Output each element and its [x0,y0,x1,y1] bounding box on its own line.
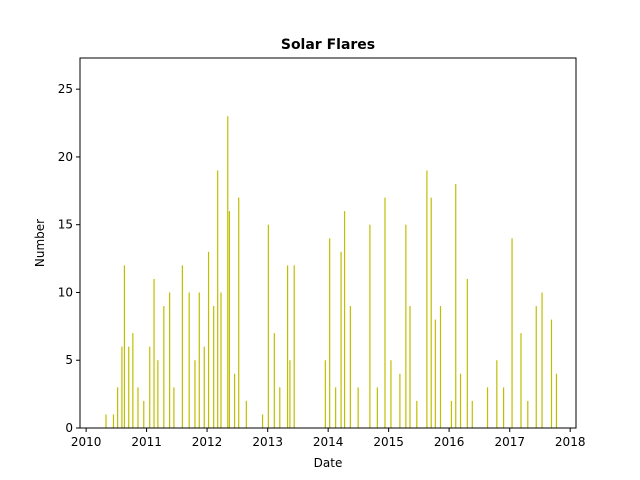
bar [121,346,123,428]
y-tick-label: 5 [65,353,73,367]
bar [340,251,342,428]
x-tick-label: 2013 [252,435,283,449]
bar [466,278,468,428]
bar [137,387,139,428]
y-axis-label: Number [33,219,47,267]
bar [181,265,183,428]
bar [511,238,513,428]
bar [324,360,326,428]
bar [459,373,462,428]
chart-title: Solar Flares [281,37,375,53]
bar [273,333,275,428]
y-tick-label: 20 [58,150,73,164]
y-tick-label: 0 [65,421,73,435]
bar [335,387,337,428]
bar [188,292,190,428]
y-tick-label: 10 [58,285,73,299]
bar [279,387,281,428]
bar [245,400,247,428]
bar [450,400,453,428]
bar [390,360,392,428]
bar [550,319,553,428]
bar [149,346,151,428]
x-tick-label: 2014 [313,435,344,449]
bar [555,373,558,428]
bar [132,333,134,428]
x-tick-label: 2010 [71,435,102,449]
bar [503,387,505,428]
x-tick-label: 2015 [373,435,404,449]
x-tick-label: 2011 [131,435,162,449]
bar [369,224,371,428]
bar [143,400,145,428]
bar [541,292,543,428]
bar [228,211,231,428]
bar [169,292,171,428]
bar [527,400,529,428]
bar [163,306,165,428]
y-axis-ticks: 0 5 10 15 20 25 [58,82,80,435]
x-tick-label: 2016 [434,435,465,449]
bar [233,373,236,428]
bar [286,265,289,428]
bar [207,251,210,428]
bar [357,387,359,428]
bar [217,170,219,429]
bar [293,265,295,428]
bar [213,306,215,428]
bar [117,387,119,428]
bar [416,400,418,428]
bar [198,292,200,428]
bar [329,238,331,428]
bar [376,387,378,428]
bar [220,292,222,428]
bar [535,306,537,428]
bar [426,170,428,429]
x-axis-ticks: 2010 2011 2012 2013 2014 2015 2016 2017 2018 [71,428,586,449]
y-tick-label: 15 [58,218,73,232]
x-tick-label: 2012 [192,435,223,449]
x-tick-label: 2018 [555,435,586,449]
bar [430,197,432,428]
bar [486,387,489,428]
bar [409,306,411,428]
bar [434,319,436,428]
bar [227,116,229,428]
bar [112,414,115,428]
x-axis-label: Date [314,456,343,470]
bar [520,333,522,428]
bar [173,387,175,428]
bar [405,224,407,428]
bar [343,211,346,428]
bar [471,400,473,428]
bar [384,197,386,428]
bar [261,414,264,428]
bar [105,414,107,428]
bar [349,306,351,428]
bar [289,360,291,428]
bar [123,265,125,428]
bar [203,346,205,428]
bar [157,360,159,428]
bar [267,224,269,428]
bar [238,197,240,428]
bar [439,306,442,428]
bar [128,346,130,428]
bar [455,184,457,428]
bar [399,373,401,428]
x-tick-label: 2017 [494,435,525,449]
bar [153,278,155,428]
bar [496,360,498,428]
bars-group [105,116,558,429]
y-tick-label: 25 [58,82,73,96]
bar [194,360,196,428]
